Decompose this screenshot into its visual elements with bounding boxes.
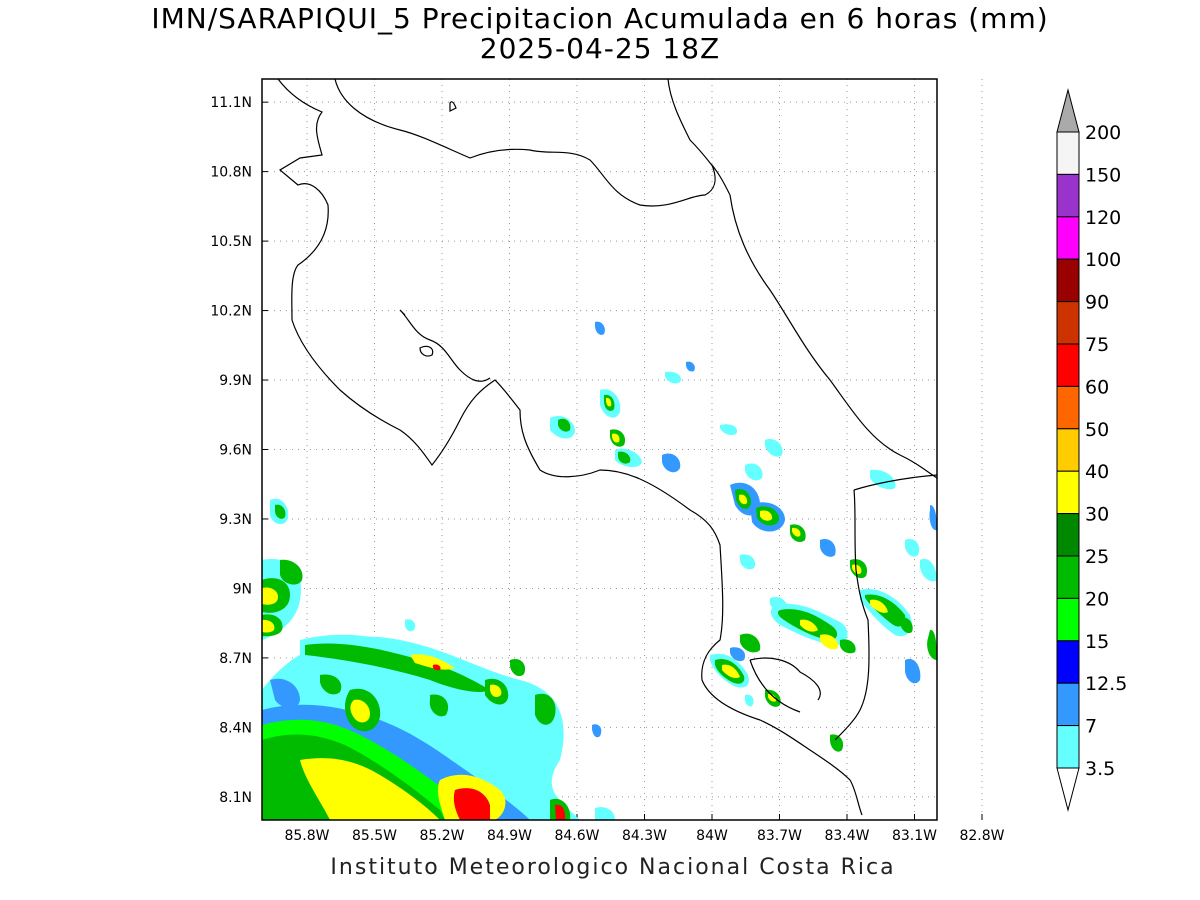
x-tick-label: 85.2W [419, 828, 464, 844]
colorbar-swatch [1056, 216, 1080, 260]
colorbar-level-label: 100 [1085, 249, 1121, 271]
x-tick-label: 84.9W [487, 828, 532, 844]
x-tick-label: 85.8W [284, 828, 329, 844]
colorbar-swatch [1056, 640, 1080, 684]
colorbar-level-label: 50 [1085, 419, 1109, 441]
credit-footer: Instituto Meteorologico Nacional Costa R… [330, 855, 896, 880]
colorbar-level-label: 60 [1085, 376, 1109, 398]
x-tick-label: 83.7W [757, 828, 802, 844]
colorbar-swatch [1056, 513, 1080, 557]
colorbar-level-label: 15 [1085, 631, 1109, 653]
x-tick-label: 84.3W [622, 828, 667, 844]
x-tick-label: 83.4W [824, 828, 869, 844]
x-axis-labels: 85.8W 85.5W 85.2W 84.9W 84.6W 84.3W 84W 83.7W 83… [284, 828, 1004, 844]
y-tick-label: 9.9N [219, 373, 252, 389]
x-tick-label: 83.1W [892, 828, 937, 844]
x-tick-label: 84.6W [554, 828, 599, 844]
colorbar-swatch [1056, 385, 1080, 430]
colorbar-level-label: 30 [1085, 504, 1109, 526]
y-tick-label: 10.2N [210, 304, 252, 320]
y-tick-label: 9.3N [219, 512, 252, 528]
colorbar-swatch [1056, 131, 1080, 175]
colorbar-swatch [1056, 725, 1080, 769]
y-tick-label: 9N [233, 581, 252, 597]
colorbar-level-label: 90 [1085, 292, 1109, 314]
colorbar-level-label: 150 [1085, 164, 1121, 186]
colorbar-level-label: 40 [1085, 461, 1109, 483]
colorbar-level-label: 200 [1085, 122, 1121, 144]
colorbar-swatch [1056, 555, 1080, 599]
colorbar-over-arrow [1056, 88, 1080, 133]
y-tick-label: 10.5N [210, 234, 252, 250]
map-frame [261, 78, 938, 821]
colorbar-level-label: 3.5 [1085, 758, 1115, 780]
colorbar-swatch [1056, 343, 1080, 387]
y-axis-labels: 11.1N 10.8N 10.5N 10.2N 9.9N 9.6N 9.3N 9N 8.7N 8.… [210, 95, 252, 806]
y-tick-label: 11.1N [210, 95, 252, 111]
colorbar-level-label: 75 [1085, 334, 1109, 356]
colorbar-legend: 200 150 120 100 90 75 60 50 40 30 25 20 15 12.5 7 3.5 [1056, 88, 1127, 812]
x-tick-label: 82.8W [959, 828, 1004, 844]
y-tick-label: 10.8N [210, 165, 252, 181]
x-tick-label: 84W [696, 828, 728, 844]
colorbar-level-label: 120 [1085, 207, 1121, 229]
y-tick-label: 8.4N [219, 720, 252, 736]
coastline [277, 79, 937, 816]
colorbar-level-label: 7 [1085, 716, 1097, 738]
colorbar-swatch [1056, 597, 1080, 642]
colorbar-swatch [1056, 173, 1080, 218]
colorbar-level-label: 25 [1085, 546, 1109, 568]
colorbar-swatch [1056, 682, 1080, 727]
map-subtitle-datetime: 2025-04-25 18Z [479, 32, 721, 65]
colorbar-swatch [1056, 301, 1080, 345]
y-tick-label: 8.1N [219, 790, 252, 806]
colorbar-swatch [1056, 428, 1080, 472]
colorbar-under-arrow [1056, 767, 1080, 812]
y-tick-label: 9.6N [219, 443, 252, 459]
colorbar-swatch [1056, 258, 1080, 303]
x-tick-label: 85.5W [352, 828, 397, 844]
y-tick-label: 8.7N [219, 651, 252, 667]
precipitation-field [262, 321, 937, 820]
map-title: IMN/SARAPIQUI_5 Precipitacion Acumulada … [151, 2, 1049, 35]
colorbar-level-label: 12.5 [1085, 673, 1127, 695]
colorbar-level-label: 20 [1085, 588, 1109, 610]
colorbar-swatch [1056, 470, 1080, 515]
